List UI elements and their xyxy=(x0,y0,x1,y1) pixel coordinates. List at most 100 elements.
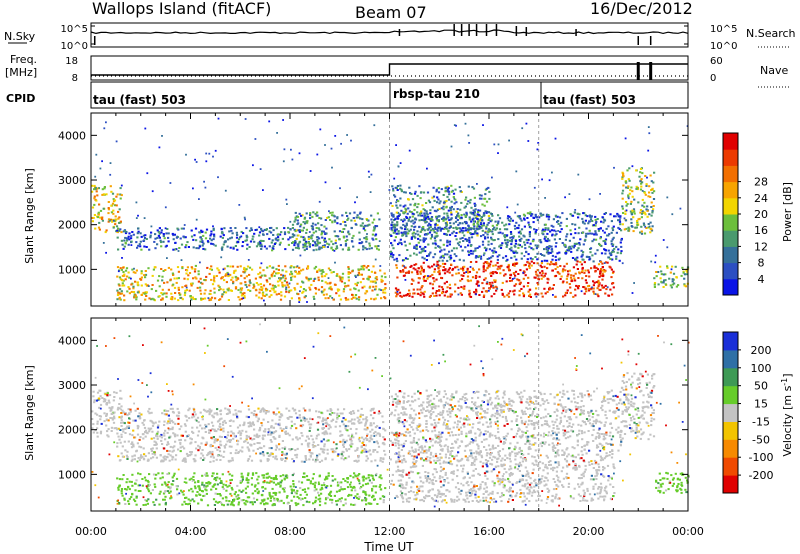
heatmap-cell xyxy=(482,295,485,298)
heatmap-cell xyxy=(371,438,374,441)
heatmap-cell xyxy=(334,220,337,223)
heatmap-cell xyxy=(612,225,615,228)
heatmap-cell xyxy=(484,261,487,264)
heatmap-cell xyxy=(280,231,283,234)
heatmap-cell xyxy=(627,197,630,200)
heatmap-cell xyxy=(508,239,511,242)
heatmap-cell xyxy=(551,287,554,290)
heatmap-cell xyxy=(401,264,404,267)
heatmap-cell xyxy=(518,215,521,218)
heatmap-cell xyxy=(303,216,307,219)
heatmap-cell xyxy=(624,219,628,222)
heatmap-cell xyxy=(118,407,121,410)
heatmap-cell xyxy=(363,285,366,288)
heatmap-cell xyxy=(448,219,451,222)
heatmap-cell xyxy=(314,223,317,226)
heatmap-cell xyxy=(362,268,365,271)
heatmap-cell xyxy=(237,238,241,241)
heatmap-cell xyxy=(384,283,387,286)
heatmap-cell xyxy=(220,231,224,234)
heatmap-cell xyxy=(244,283,247,286)
heatmap-cell xyxy=(397,165,400,168)
heatmap-cell xyxy=(527,290,530,293)
heatmap-cell xyxy=(468,239,471,242)
heatmap-cell xyxy=(127,408,130,411)
heatmap-cell xyxy=(156,435,159,438)
heatmap-cell xyxy=(314,212,317,215)
heatmap-cell xyxy=(185,481,188,484)
heatmap-cell xyxy=(334,235,337,238)
heatmap-cell xyxy=(448,250,451,253)
heatmap-cell xyxy=(330,147,333,150)
heatmap-cell xyxy=(541,178,543,181)
heatmap-cell xyxy=(291,407,294,410)
heatmap-cell xyxy=(186,266,189,269)
heatmap-cell xyxy=(171,476,174,479)
heatmap-cell xyxy=(194,264,197,267)
heatmap-cell xyxy=(430,218,433,221)
heatmap-cell xyxy=(414,225,417,228)
heatmap-cell xyxy=(344,502,347,505)
heatmap-cell xyxy=(444,187,447,190)
heatmap-cell xyxy=(489,272,492,275)
heatmap-cell xyxy=(219,440,222,443)
heatmap-cell xyxy=(364,421,368,424)
heatmap-cell xyxy=(610,220,613,223)
heatmap-cell xyxy=(366,219,369,221)
heatmap-cell xyxy=(518,294,521,297)
heatmap-cell xyxy=(132,233,135,236)
heatmap-cell xyxy=(125,454,128,457)
heatmap-cell xyxy=(326,409,329,412)
heatmap-cell xyxy=(506,228,509,231)
heatmap-cell xyxy=(686,270,689,273)
heatmap-cell xyxy=(161,288,164,291)
heatmap-cell xyxy=(349,420,352,423)
heatmap-cell xyxy=(110,211,113,214)
heatmap-cell xyxy=(297,245,300,248)
heatmap-cell xyxy=(396,260,399,263)
heatmap-cell xyxy=(119,429,122,431)
heatmap-cell xyxy=(423,295,426,298)
heatmap-cell xyxy=(392,247,395,250)
heatmap-cell xyxy=(140,272,143,275)
heatmap-cell xyxy=(546,259,549,262)
heatmap-cell xyxy=(320,224,323,227)
heatmap-cell xyxy=(446,244,449,247)
heatmap-cell xyxy=(354,294,358,296)
heatmap-cell xyxy=(210,230,213,233)
heatmap-cell xyxy=(659,265,662,268)
heatmap-cell xyxy=(325,293,328,296)
heatmap-cell xyxy=(323,433,326,436)
heatmap-cell xyxy=(400,242,403,244)
heatmap-cell xyxy=(328,210,330,213)
heatmap-cell xyxy=(427,254,430,257)
heatmap-cell xyxy=(419,230,422,233)
heatmap-cell xyxy=(256,442,259,444)
heatmap-cell xyxy=(259,168,262,170)
heatmap-cell xyxy=(321,432,324,435)
heatmap-cell xyxy=(134,294,137,297)
heatmap-cell xyxy=(404,266,407,269)
heatmap-cell xyxy=(232,437,235,440)
heatmap-cell xyxy=(305,212,308,215)
heatmap-cell xyxy=(293,228,296,231)
heatmap-cell xyxy=(234,452,237,455)
heatmap-cell xyxy=(485,227,488,230)
heatmap-cell xyxy=(683,284,686,287)
heatmap-cell xyxy=(470,252,472,255)
heatmap-cell xyxy=(595,266,598,269)
heatmap-cell xyxy=(253,240,256,243)
heatmap-cell xyxy=(116,229,119,232)
heatmap-cell xyxy=(554,259,558,262)
heatmap-cell xyxy=(431,287,435,290)
noise-right-top-tick: 10^5 xyxy=(710,24,737,35)
heatmap-cell xyxy=(98,221,101,224)
heatmap-cell xyxy=(442,243,445,246)
heatmap-cell xyxy=(461,227,465,230)
heatmap-cell xyxy=(318,217,321,219)
heatmap-cell xyxy=(562,268,565,271)
heatmap-cell xyxy=(520,219,523,222)
heatmap-cell xyxy=(200,452,203,455)
heatmap-cell xyxy=(121,282,124,285)
heatmap-cell xyxy=(423,212,426,215)
